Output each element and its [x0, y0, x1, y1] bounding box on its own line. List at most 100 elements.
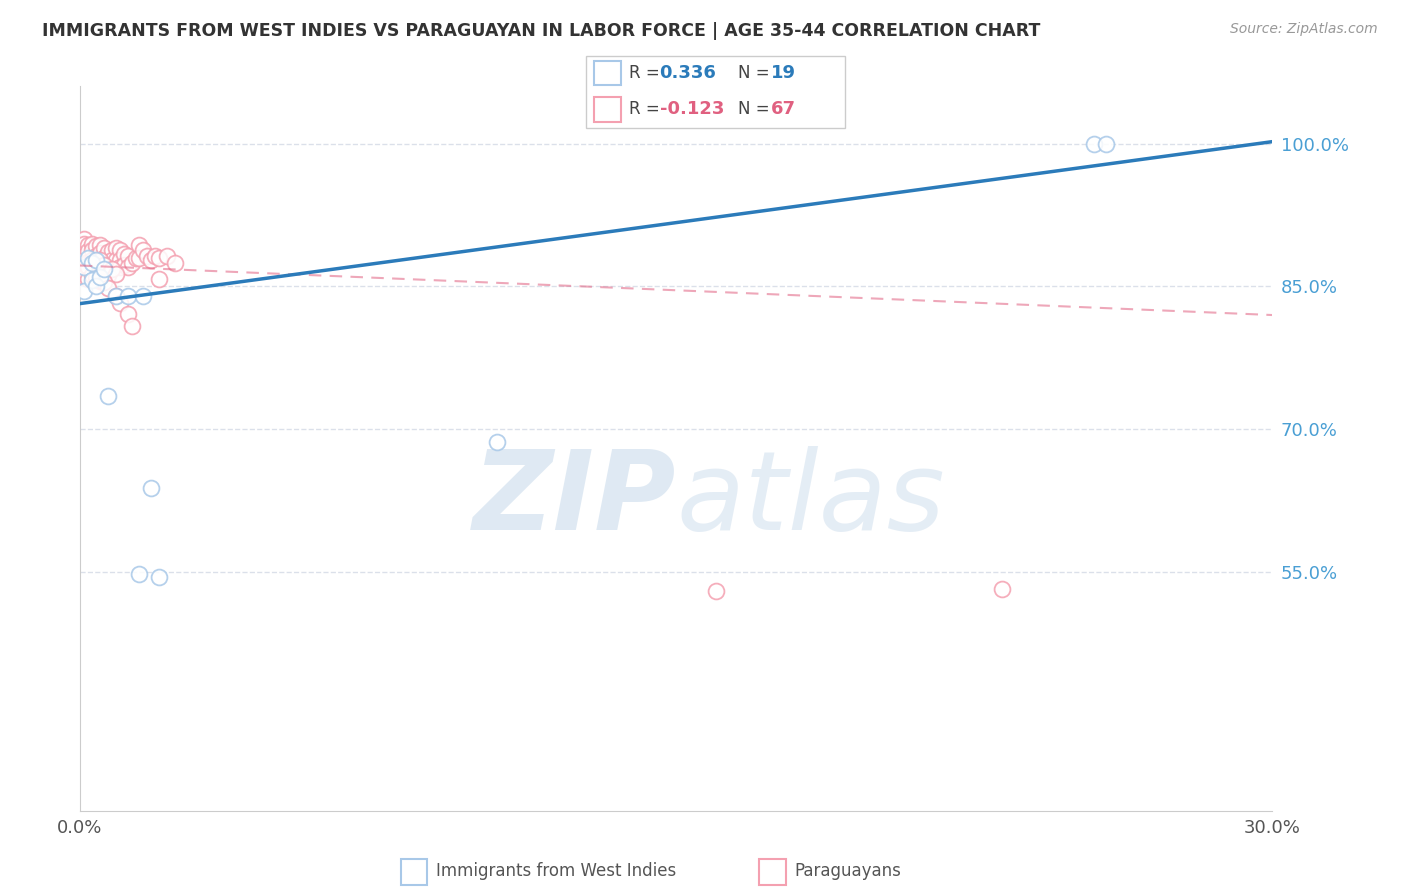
Point [104, 241, 127, 255]
Point [148, 272, 170, 286]
FancyBboxPatch shape [595, 97, 621, 122]
Point [145, 249, 167, 263]
Point [128, 251, 150, 265]
Point [117, 307, 139, 321]
Point [89, 269, 111, 284]
Point [93, 259, 115, 273]
Point [141, 252, 163, 267]
Point [112, 258, 135, 272]
Text: atlas: atlas [676, 446, 945, 553]
Point [108, 244, 131, 258]
Point [97, 268, 120, 282]
Point [117, 260, 139, 275]
Text: Source: ZipAtlas.com: Source: ZipAtlas.com [1230, 22, 1378, 37]
Text: R =: R = [628, 64, 665, 82]
FancyBboxPatch shape [759, 859, 786, 885]
Point [80, 236, 103, 251]
Point [156, 249, 179, 263]
Point [76, 268, 98, 282]
Point [89, 246, 111, 260]
Point [93, 275, 115, 289]
FancyBboxPatch shape [401, 859, 427, 885]
Point [1094, 136, 1116, 151]
Text: 19: 19 [770, 64, 796, 82]
Point [112, 247, 135, 261]
Point [76, 251, 98, 265]
Point [80, 252, 103, 267]
Point [165, 255, 187, 269]
Point [80, 255, 103, 269]
Point [486, 434, 509, 449]
Point [148, 251, 170, 265]
Text: 0.336: 0.336 [659, 64, 717, 82]
Text: -0.123: -0.123 [659, 100, 724, 119]
Point [136, 249, 159, 263]
Point [100, 261, 122, 276]
Point [73, 260, 96, 275]
Point [132, 289, 155, 303]
Point [80, 255, 103, 269]
Point [121, 255, 143, 269]
Point [100, 252, 122, 267]
Point [89, 253, 111, 268]
Point [80, 244, 103, 258]
Point [73, 249, 96, 263]
Text: 67: 67 [770, 100, 796, 119]
Point [80, 268, 103, 282]
Point [73, 262, 96, 277]
Point [108, 252, 131, 267]
Point [76, 260, 98, 275]
Text: IMMIGRANTS FROM WEST INDIES VS PARAGUAYAN IN LABOR FORCE | AGE 35-44 CORRELATION: IMMIGRANTS FROM WEST INDIES VS PARAGUAYA… [42, 22, 1040, 40]
Point [89, 238, 111, 252]
Point [104, 252, 127, 267]
Point [132, 244, 155, 258]
Point [93, 258, 115, 272]
Point [84, 239, 107, 253]
Point [76, 238, 98, 252]
Point [80, 273, 103, 287]
Point [117, 249, 139, 263]
Point [117, 289, 139, 303]
Point [128, 567, 150, 582]
Point [124, 251, 146, 265]
Point [100, 262, 122, 277]
Point [97, 389, 120, 403]
FancyBboxPatch shape [595, 62, 621, 86]
Point [121, 319, 143, 334]
Point [141, 482, 163, 496]
Point [84, 252, 107, 267]
Point [76, 254, 98, 268]
Point [89, 252, 111, 267]
Text: N =: N = [738, 100, 775, 119]
Point [100, 244, 122, 258]
Point [1083, 136, 1105, 151]
Point [97, 245, 120, 260]
Point [128, 238, 150, 252]
Point [104, 289, 127, 303]
Text: R =: R = [628, 100, 665, 119]
Point [93, 241, 115, 255]
Text: Immigrants from West Indies: Immigrants from West Indies [436, 862, 676, 880]
Point [84, 279, 107, 293]
Point [73, 269, 96, 284]
Point [84, 269, 107, 284]
Point [84, 260, 107, 275]
Point [76, 272, 98, 286]
Text: Paraguayans: Paraguayans [794, 862, 901, 880]
Point [84, 258, 107, 272]
Point [148, 570, 170, 584]
Point [97, 281, 120, 295]
Point [108, 260, 131, 275]
Point [76, 244, 98, 259]
Point [73, 236, 96, 251]
Point [93, 251, 115, 265]
Point [104, 289, 127, 303]
Point [89, 274, 111, 288]
Point [108, 295, 131, 310]
Point [73, 284, 96, 298]
Point [84, 249, 107, 263]
Point [991, 582, 1014, 597]
Text: ZIP: ZIP [472, 446, 676, 553]
FancyBboxPatch shape [586, 56, 845, 128]
Point [93, 262, 115, 277]
